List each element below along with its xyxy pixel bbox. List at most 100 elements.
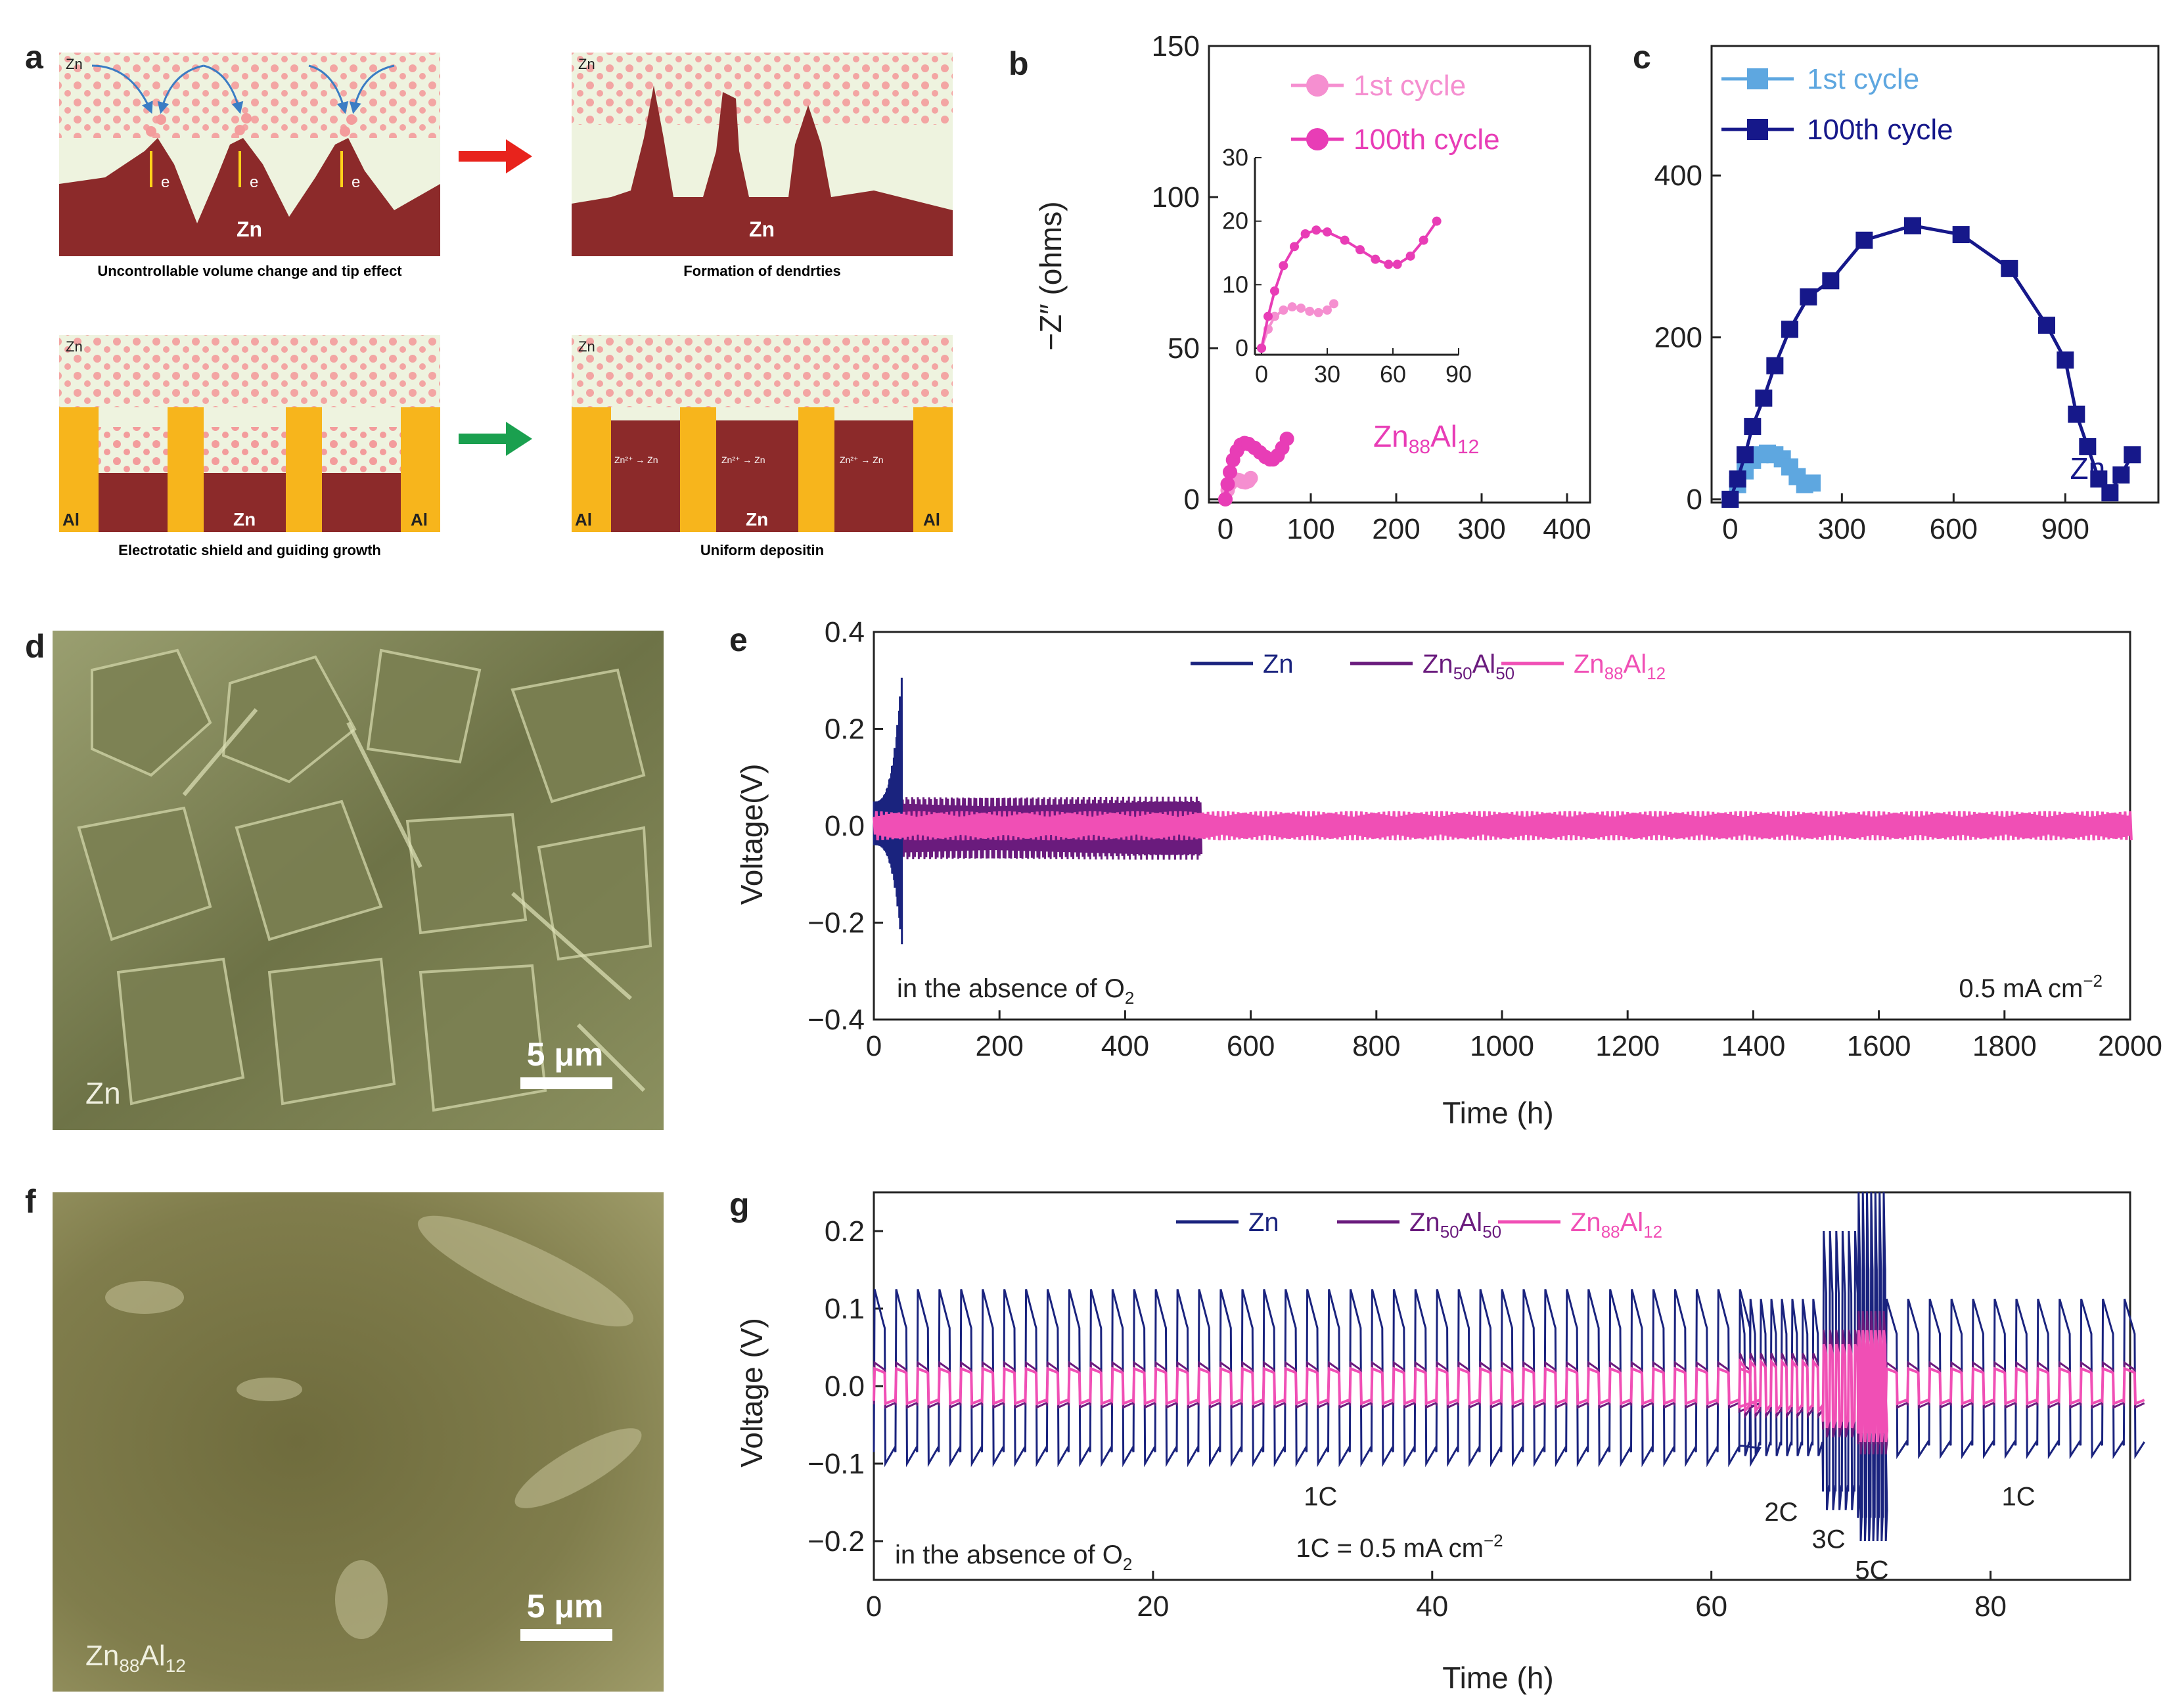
x-tick-label: 300 [1457, 513, 1505, 545]
micrograph-d-label: Zn [85, 1076, 121, 1110]
data-point [2038, 317, 2055, 334]
x-tick-label: 200 [1372, 513, 1420, 545]
inset-x-tick-label: 90 [1445, 361, 1472, 388]
panel-label-b: b [1009, 45, 1029, 82]
x-tick-label: 600 [1227, 1030, 1275, 1062]
rate-label: 1C [2001, 1483, 2035, 1512]
x-axis-label: Time (h) [1442, 1661, 1554, 1695]
x-tick-label: 2000 [2098, 1030, 2162, 1062]
y-tick-label: 400 [1654, 160, 1702, 192]
data-point [1721, 491, 1739, 508]
schematic-tip-effect: e e e Zn Zn Uncontrollable volume change… [59, 53, 440, 279]
data-point [2068, 405, 2085, 423]
x-tick-label: 200 [975, 1030, 1023, 1062]
legend-marker [1747, 68, 1768, 89]
svg-text:Zn: Zn [233, 509, 256, 529]
legend-label: 100th cycle [1807, 114, 1953, 146]
data-point [2057, 351, 2074, 369]
inset-x-tick-label: 0 [1255, 361, 1268, 388]
inset-series-line [1260, 220, 1438, 349]
data-point [1755, 389, 1773, 407]
svg-text:Zn: Zn [578, 338, 595, 355]
zn-ion-label: Zn [66, 56, 83, 72]
inset-data-point [1329, 299, 1338, 309]
x-tick-label: 1200 [1595, 1030, 1660, 1062]
data-point [1855, 231, 1873, 249]
data-point [1822, 272, 1840, 290]
y-axis-label: Voltage(V) [735, 764, 769, 905]
chart-e-cycling: 0 200 400 600 800 1000 1200 1400 1600 1800 2000 −0.… [735, 618, 2162, 1130]
y-tick-label: 0.2 [825, 713, 865, 746]
inset-data-point [1300, 229, 1310, 238]
x-tick-label: 300 [1818, 513, 1866, 545]
zn-substrate-label: Zn [237, 217, 262, 241]
svg-text:Al: Al [575, 510, 592, 529]
data-point [1729, 470, 1746, 488]
rate-label: 3C [1812, 1525, 1846, 1554]
svg-text:e: e [250, 173, 258, 191]
inset-data-point [1279, 305, 1288, 315]
inset-data-point [1296, 303, 1306, 313]
x-tick-label: 0 [866, 1590, 882, 1623]
legend-marker [1306, 128, 1329, 150]
scale-bar [520, 1077, 612, 1089]
x-tick-label: 0 [1722, 513, 1738, 545]
y-tick-label: 200 [1654, 322, 1702, 354]
data-point [1952, 226, 1970, 244]
series-annotation-zn: Zn [2070, 451, 2105, 485]
y-axis-label: Voltage (V) [735, 1318, 769, 1468]
panel-a-schematic: e e e Zn Zn Uncontrollable volume change… [59, 53, 953, 558]
main-data-point [1218, 492, 1233, 506]
svg-text:Zn²⁺ → Zn: Zn²⁺ → Zn [614, 455, 658, 465]
svg-text:Zn: Zn [749, 217, 775, 241]
scale-bar-label: 5 μm [527, 1036, 604, 1073]
legend-label: Zn [1263, 650, 1294, 679]
series-band-zn [873, 677, 903, 945]
x-tick-label: 80 [1974, 1590, 2007, 1623]
svg-text:Al: Al [923, 510, 940, 529]
y-tick-label: 0.0 [825, 1370, 865, 1403]
x-tick-label: 100 [1286, 513, 1334, 545]
inset-data-point [1355, 245, 1365, 255]
legend-label: Zn50Al50 [1422, 650, 1514, 683]
inset-data-point [1263, 311, 1273, 321]
rate-label: 5C [1855, 1556, 1888, 1585]
green-arrow-icon [459, 422, 532, 456]
caption-uniform: Uniform depositin [700, 542, 824, 558]
inset-y-tick-label: 30 [1222, 144, 1248, 171]
al-label-right: Al [411, 510, 428, 529]
legend-label: Zn [1248, 1208, 1279, 1237]
y-tick-label: 150 [1152, 30, 1200, 62]
inset-data-point [1340, 235, 1350, 245]
inset-data-point [1305, 306, 1315, 316]
rate-label: 1C [1304, 1483, 1337, 1512]
inset-data-point [1270, 311, 1279, 321]
legend-label: 1st cycle [1807, 63, 1919, 95]
data-point [2101, 484, 2119, 502]
svg-text:Zn²⁺ → Zn: Zn²⁺ → Zn [840, 455, 884, 465]
y-tick-label: 0.4 [825, 618, 865, 648]
inset-y-tick-label: 10 [1222, 271, 1248, 298]
al-label-left: Al [62, 510, 80, 529]
data-point [1800, 288, 1817, 305]
data-point [2079, 438, 2097, 455]
inset-data-point [1432, 216, 1442, 226]
scale-bar-label: 5 μm [527, 1588, 604, 1625]
panel-label-e: e [729, 621, 748, 658]
inset-data-point [1257, 344, 1266, 353]
svg-text:Zn²⁺ → Zn: Zn²⁺ → Zn [721, 455, 765, 465]
x-tick-label: 1400 [1721, 1030, 1785, 1062]
series-line-zn50al50 [873, 1311, 2145, 1454]
panel-label-d: d [25, 628, 45, 665]
micrograph-f-label: Zn88Al12 [85, 1640, 186, 1676]
data-point [2001, 259, 2018, 277]
y-tick-label: 0 [1184, 483, 1200, 516]
y-tick-label: −0.2 [808, 1525, 865, 1558]
inset-data-point [1405, 251, 1415, 261]
svg-text:Zn: Zn [578, 56, 595, 72]
inset-data-point [1270, 286, 1279, 296]
legend-label: Zn88Al12 [1574, 650, 1666, 683]
note-oxygen-absence: in the absence of O2 [895, 1540, 1132, 1574]
schematic-electrostatic-shield: Al Al Zn Zn Electrotatic shield and guid… [59, 335, 440, 558]
y-tick-label: 0.2 [825, 1215, 865, 1247]
